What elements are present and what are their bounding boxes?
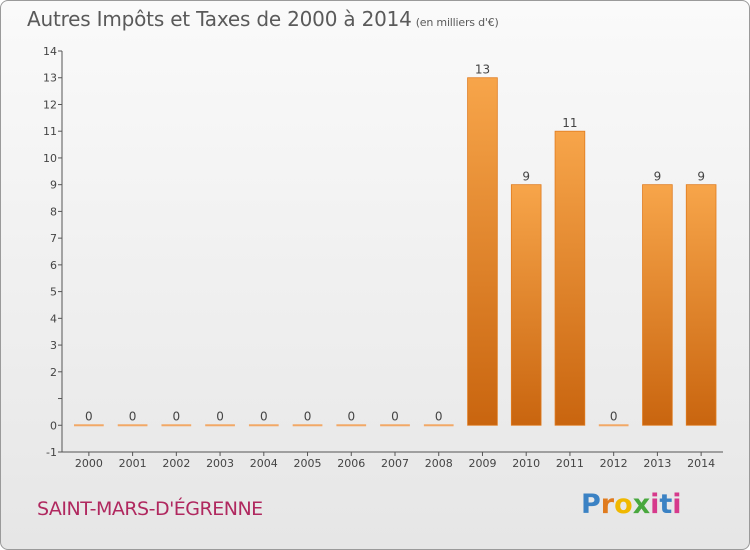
bar-2013	[642, 184, 673, 426]
y-tick-label: 12	[43, 98, 57, 111]
chart-subtitle: (en milliers d'€)	[415, 16, 499, 29]
bar-2008	[423, 424, 454, 427]
data-label-2009: 13	[475, 63, 490, 77]
chart-title: Autres Impôts et Taxes de 2000 à 2014 (en…	[27, 7, 499, 31]
x-tick-label-2007: 2007	[381, 457, 409, 470]
data-label-2003: 0	[216, 409, 224, 423]
data-label-2012: 0	[610, 409, 618, 423]
y-tick-label: -1	[46, 446, 57, 459]
bar-2004	[248, 424, 279, 427]
x-tick-label-2005: 2005	[294, 457, 322, 470]
y-tick-label: 6	[50, 259, 57, 272]
data-label-2006: 0	[347, 409, 355, 423]
y-tick-label: 8	[50, 205, 57, 218]
y-tick-label: 9	[50, 179, 57, 192]
bar-2005	[292, 424, 323, 427]
x-tick-label-2014: 2014	[687, 457, 715, 470]
data-label-2004: 0	[260, 409, 268, 423]
bar-2003	[205, 424, 235, 427]
bar-2014	[685, 184, 717, 426]
place-name: SAINT-MARS-D'ÉGRENNE	[37, 498, 263, 520]
x-tick-label-2011: 2011	[556, 457, 584, 470]
y-tick-label: 5	[50, 286, 57, 299]
data-label-2014: 9	[697, 170, 705, 184]
x-tick-label-2013: 2013	[643, 457, 671, 470]
data-label-2011: 11	[562, 116, 577, 130]
y-tick-label: 4	[50, 312, 57, 325]
data-label-2008: 0	[435, 409, 443, 423]
x-tick-label-2000: 2000	[75, 457, 103, 470]
data-label-2007: 0	[391, 409, 399, 423]
chart-title-text: Autres Impôts et Taxes de 2000 à 2014	[27, 7, 412, 31]
bar-2001	[117, 424, 148, 427]
y-tick-label: 3	[50, 339, 57, 352]
x-tick-label-2004: 2004	[250, 457, 278, 470]
data-label-2013: 9	[654, 170, 662, 184]
x-tick-label-2006: 2006	[337, 457, 365, 470]
bar-2012	[598, 424, 629, 427]
x-tick-label-2010: 2010	[512, 457, 540, 470]
bar-2006	[336, 424, 367, 427]
y-tick-label: 7	[50, 232, 57, 245]
bar-2002	[161, 424, 192, 427]
y-tick-label: 13	[43, 72, 57, 85]
data-label-2001: 0	[129, 409, 137, 423]
proxiti-logo[interactable]: Proxiti	[581, 489, 682, 520]
bar-2009	[467, 77, 498, 426]
x-tick-label-2008: 2008	[425, 457, 453, 470]
y-tick-label: 2	[50, 366, 57, 379]
data-label-2002: 0	[173, 409, 181, 423]
data-label-2000: 0	[85, 409, 93, 423]
x-tick-label-2001: 2001	[119, 457, 147, 470]
bar-2010	[510, 184, 542, 426]
x-tick-label-2009: 2009	[468, 457, 496, 470]
y-tick-label: 10	[43, 152, 57, 165]
y-tick-label: 14	[43, 45, 57, 58]
x-tick-label-2012: 2012	[600, 457, 628, 470]
data-label-2005: 0	[304, 409, 312, 423]
y-tick-label: 11	[43, 125, 57, 138]
bar-2000	[73, 424, 104, 427]
x-tick-label-2002: 2002	[162, 457, 190, 470]
data-label-2010: 9	[522, 170, 530, 184]
y-tick-label: 0	[50, 419, 57, 432]
x-tick-label-2003: 2003	[206, 457, 234, 470]
bar-2007	[380, 424, 410, 427]
bar-2011	[554, 130, 586, 426]
